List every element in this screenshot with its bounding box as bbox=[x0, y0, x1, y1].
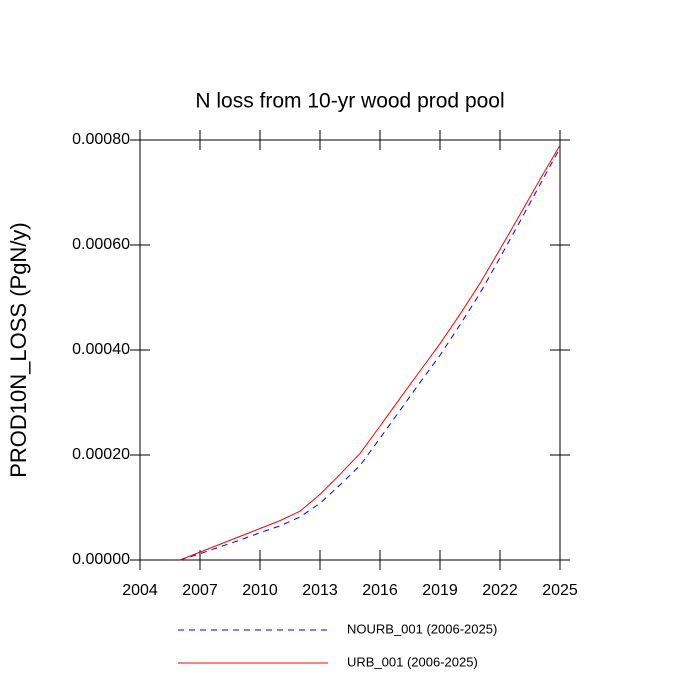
x-tick-label: 2007 bbox=[182, 582, 218, 599]
y-tick-label: 0.00000 bbox=[72, 551, 130, 568]
series-line bbox=[179, 144, 561, 561]
chart-title: N loss from 10-yr wood prod pool bbox=[195, 90, 504, 113]
y-tick-label: 0.00020 bbox=[72, 446, 130, 463]
x-tick-label: 2025 bbox=[542, 582, 578, 599]
y-tick-label: 0.00080 bbox=[72, 131, 130, 148]
y-axis-label: PROD10N_LOSS (PgN/y) bbox=[6, 222, 31, 478]
x-tick-label: 2004 bbox=[122, 582, 158, 599]
series-line bbox=[179, 147, 561, 561]
x-tick-label: 2013 bbox=[302, 582, 338, 599]
y-tick-label: 0.00040 bbox=[72, 341, 130, 358]
x-tick-label: 2016 bbox=[362, 582, 398, 599]
x-tick-label: 2010 bbox=[242, 582, 278, 599]
legend-label: URB_001 (2006-2025) bbox=[347, 654, 478, 669]
plot-frame bbox=[139, 139, 561, 561]
x-tick-label: 2019 bbox=[422, 582, 458, 599]
y-tick-label: 0.00060 bbox=[72, 236, 130, 253]
legend-label: NOURB_001 (2006-2025) bbox=[347, 621, 497, 636]
x-tick-label: 2022 bbox=[482, 582, 518, 599]
